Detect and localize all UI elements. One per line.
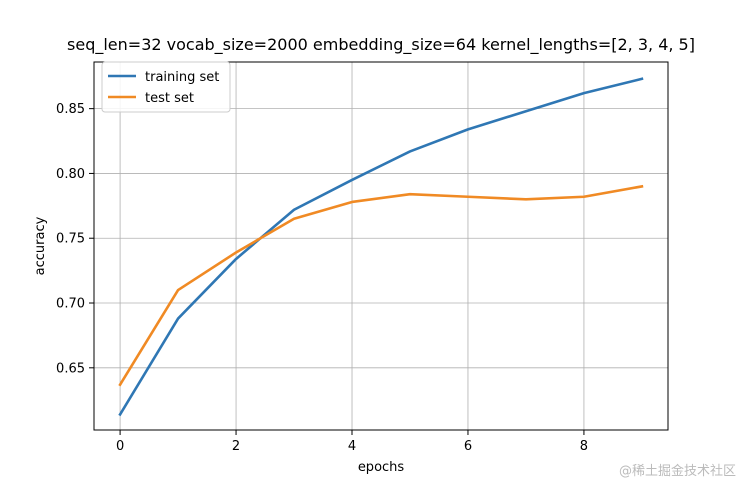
y-axis-label: accuracy (33, 216, 48, 275)
series-line-test-set (118, 184, 644, 387)
series-lines (118, 77, 644, 417)
y-tick-label: 0.65 (56, 361, 85, 376)
x-tick-label: 2 (232, 439, 240, 454)
plot-frame (93, 61, 669, 431)
watermark-text: @稀土掘金技术社区 (619, 463, 736, 479)
x-tick-label: 4 (348, 439, 356, 454)
y-tick-label: 0.75 (56, 232, 85, 247)
x-axis-label: epochs (358, 460, 405, 475)
legend: training set test set (101, 61, 231, 113)
y-tick-label: 0.85 (56, 102, 85, 117)
x-tick-label: 8 (580, 439, 588, 454)
legend-label-test-set: test set (145, 91, 194, 106)
grid-lines (94, 62, 668, 430)
y-tick-label: 0.70 (56, 297, 85, 312)
y-tick-label: 0.80 (56, 167, 85, 182)
chart-title: seq_len=32 vocab_size=2000 embedding_siz… (67, 35, 695, 55)
legend-label-training-set: training set (145, 70, 219, 85)
x-tick-label: 0 (116, 439, 124, 454)
axis-ticks: 0 2 4 6 8 0.65 0.70 0.75 0.80 0.85 (56, 102, 588, 454)
series-line-training-set (118, 77, 644, 417)
legend-box (101, 61, 231, 113)
x-tick-label: 6 (464, 439, 472, 454)
